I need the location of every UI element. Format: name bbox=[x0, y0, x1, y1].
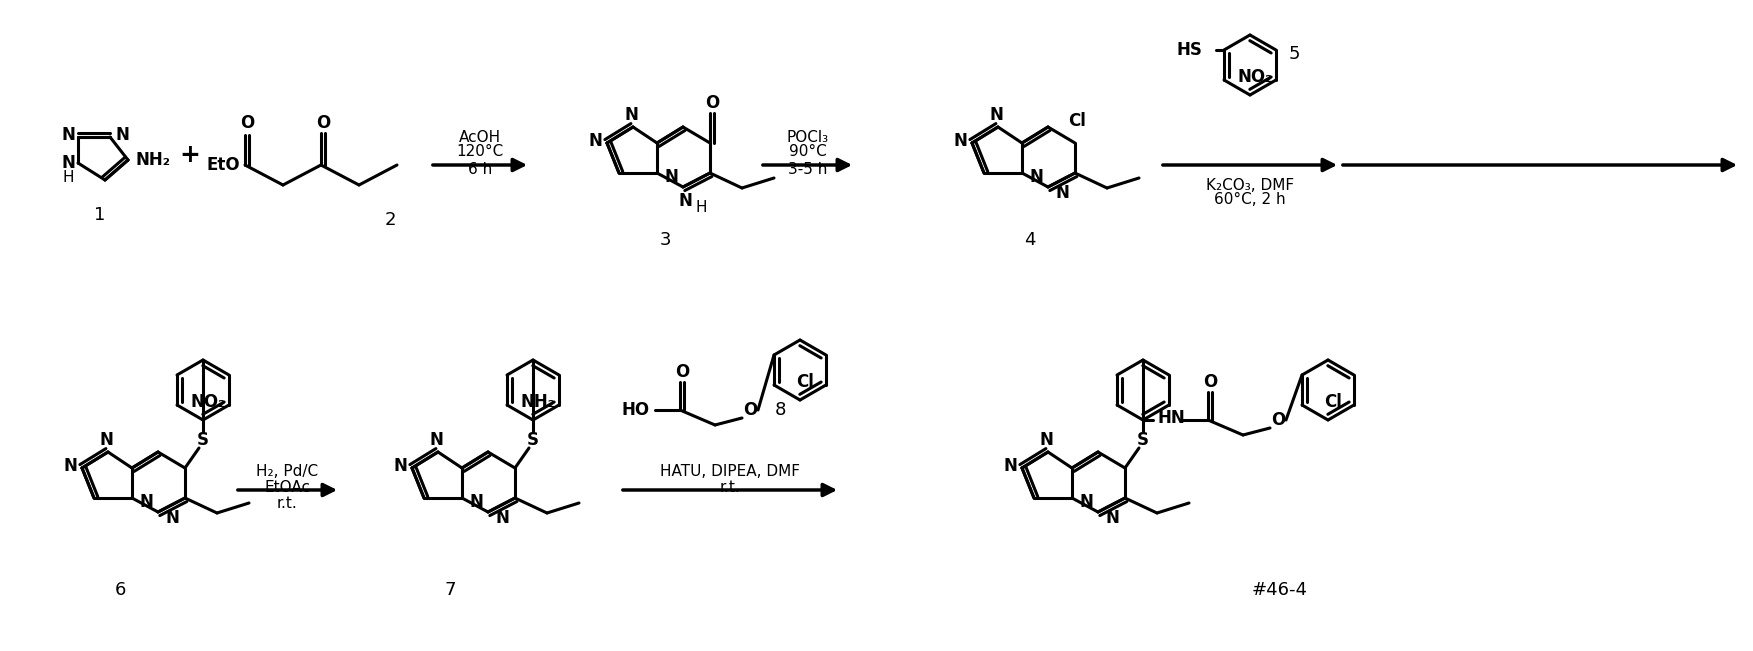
Text: H: H bbox=[696, 199, 706, 214]
Text: N: N bbox=[954, 132, 968, 150]
Text: N: N bbox=[678, 192, 692, 210]
Text: 1: 1 bbox=[95, 206, 105, 224]
Text: N: N bbox=[494, 509, 508, 527]
Text: #46-4: #46-4 bbox=[1252, 581, 1308, 599]
Text: 2: 2 bbox=[384, 211, 396, 229]
Text: NH₂: NH₂ bbox=[135, 151, 170, 169]
Text: O: O bbox=[705, 94, 719, 112]
Text: N: N bbox=[63, 457, 77, 475]
Text: N: N bbox=[1104, 509, 1118, 527]
Text: r.t.: r.t. bbox=[720, 480, 740, 495]
Text: N: N bbox=[470, 493, 482, 511]
Text: NO₂: NO₂ bbox=[191, 393, 226, 411]
Text: O: O bbox=[743, 401, 757, 419]
Text: N: N bbox=[116, 126, 130, 144]
Text: AcOH: AcOH bbox=[459, 130, 501, 145]
Text: N: N bbox=[1029, 168, 1043, 186]
Text: 3: 3 bbox=[659, 231, 671, 249]
Text: HATU, DIPEA, DMF: HATU, DIPEA, DMF bbox=[659, 465, 799, 480]
Text: 4: 4 bbox=[1024, 231, 1036, 249]
Text: N: N bbox=[664, 168, 678, 186]
Text: N: N bbox=[1055, 184, 1069, 202]
Text: N: N bbox=[61, 154, 75, 172]
Text: Cl: Cl bbox=[1324, 393, 1343, 411]
Text: N: N bbox=[1080, 493, 1092, 511]
Text: N: N bbox=[429, 431, 444, 449]
Text: O: O bbox=[1271, 411, 1285, 429]
Text: POCl₃: POCl₃ bbox=[787, 130, 829, 145]
Text: N: N bbox=[138, 493, 153, 511]
Text: r.t.: r.t. bbox=[277, 497, 298, 512]
Text: EtO: EtO bbox=[207, 156, 240, 174]
Text: N: N bbox=[61, 126, 75, 144]
Text: HS: HS bbox=[1176, 41, 1203, 59]
Text: 7: 7 bbox=[444, 581, 456, 599]
Text: N: N bbox=[393, 457, 407, 475]
Text: N: N bbox=[1040, 431, 1054, 449]
Text: Cl: Cl bbox=[796, 373, 813, 391]
Text: 6 h: 6 h bbox=[468, 161, 493, 176]
Text: O: O bbox=[316, 114, 330, 132]
Text: H: H bbox=[63, 169, 74, 184]
Text: N: N bbox=[1003, 457, 1017, 475]
Text: N: N bbox=[624, 106, 638, 124]
Text: HN: HN bbox=[1159, 409, 1185, 427]
Text: N: N bbox=[587, 132, 601, 150]
Text: NH₂: NH₂ bbox=[521, 393, 556, 411]
Text: 120°C: 120°C bbox=[456, 145, 503, 159]
Text: NO₂: NO₂ bbox=[1238, 68, 1273, 86]
Text: +: + bbox=[179, 143, 200, 167]
Text: N: N bbox=[165, 509, 179, 527]
Text: EtOAc: EtOAc bbox=[265, 480, 310, 495]
Text: 3-5 h: 3-5 h bbox=[787, 161, 827, 176]
Text: 5: 5 bbox=[1288, 45, 1299, 63]
Text: 6: 6 bbox=[114, 581, 126, 599]
Text: Cl: Cl bbox=[1068, 112, 1085, 130]
Text: 8: 8 bbox=[775, 401, 785, 419]
Text: K₂CO₃, DMF: K₂CO₃, DMF bbox=[1206, 178, 1294, 193]
Text: H₂, Pd/C: H₂, Pd/C bbox=[256, 465, 319, 480]
Text: HO: HO bbox=[622, 401, 650, 419]
Text: S: S bbox=[1138, 431, 1148, 449]
Text: N: N bbox=[989, 106, 1003, 124]
Text: 90°C: 90°C bbox=[789, 145, 826, 159]
Text: O: O bbox=[675, 363, 689, 381]
Text: O: O bbox=[1203, 373, 1217, 391]
Text: N: N bbox=[100, 431, 112, 449]
Text: 60°C, 2 h: 60°C, 2 h bbox=[1215, 193, 1285, 208]
Text: O: O bbox=[240, 114, 254, 132]
Text: S: S bbox=[528, 431, 538, 449]
Text: S: S bbox=[196, 431, 209, 449]
